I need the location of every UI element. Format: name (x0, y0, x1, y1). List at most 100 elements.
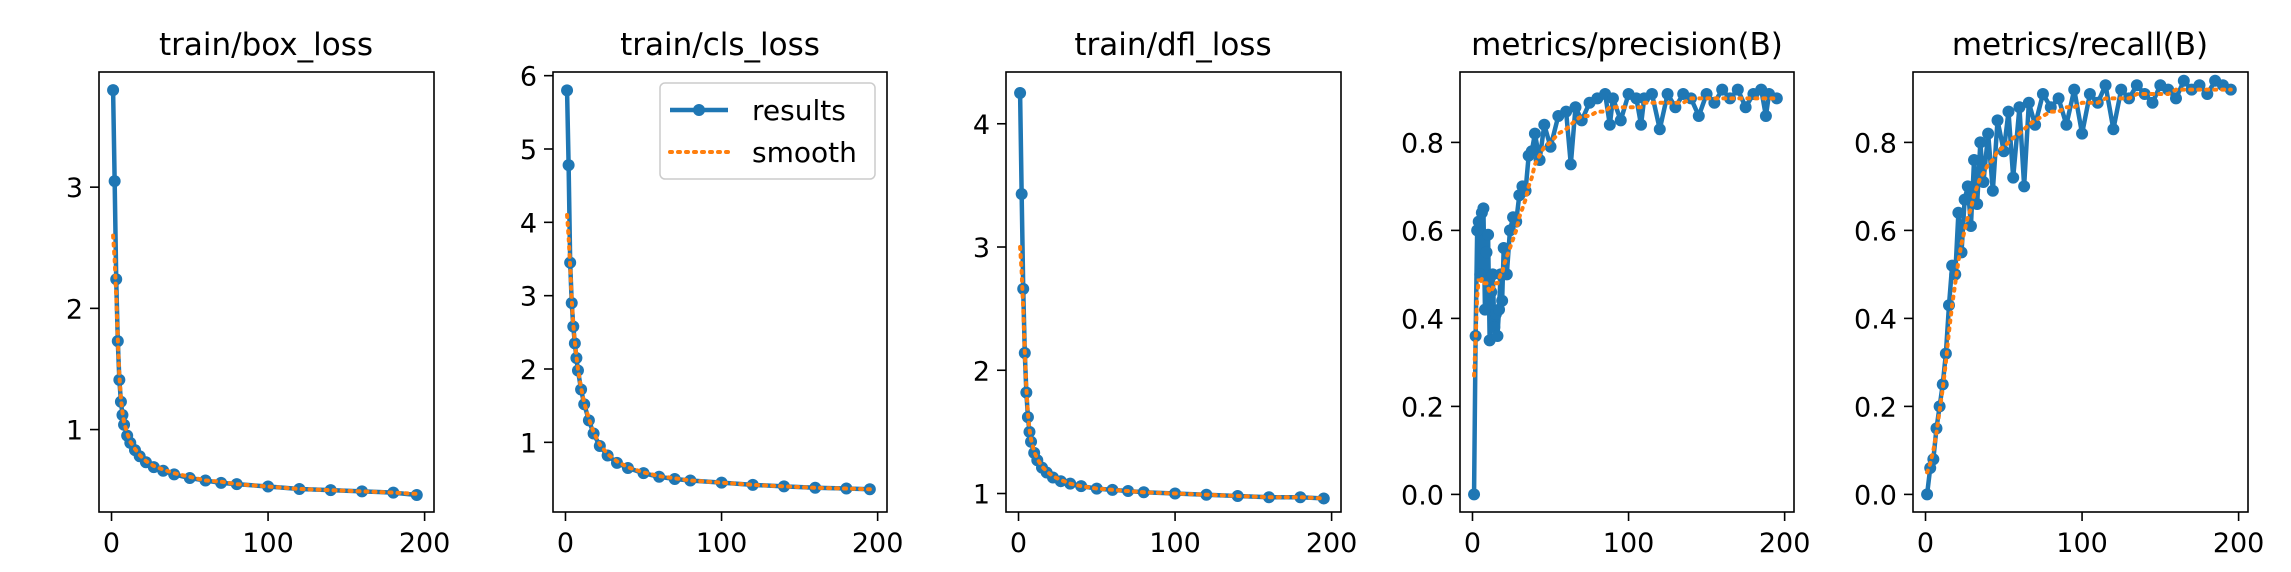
x-tick-label: 100 (1603, 528, 1655, 559)
data-point-results (2013, 101, 2026, 114)
panel-title: train/box_loss (159, 27, 373, 63)
y-tick-label: 0.6 (1401, 216, 1444, 247)
y-tick-label: 1 (66, 416, 83, 447)
panel-recall: metrics/recall(B) 0 100 200 0.0 0.2 0.4 0.6 0.8 (1854, 27, 2264, 559)
panel-dfl-loss: train/dfl_loss 0 100 200 1 2 3 4 (973, 27, 1358, 559)
plot-area-recall: 0 100 200 0.0 0.2 0.4 0.6 0.8 (1854, 71, 2265, 559)
y-tick-label: 2 (520, 355, 537, 386)
data-point-results (1606, 92, 1619, 105)
axes-frame (1912, 71, 2249, 513)
axes-frame (1459, 71, 1795, 513)
y-tick-label: 0.2 (1854, 392, 1897, 423)
x-tick-label: 100 (2056, 528, 2108, 559)
y-tick-label: 3 (973, 233, 990, 264)
panel-cls-loss: train/cls_loss 0 100 200 1 2 3 4 5 6 (520, 27, 904, 559)
legend-results-marker (693, 104, 705, 116)
y-tick-label: 2 (973, 356, 990, 387)
data-point-results (1982, 127, 1995, 140)
y-tick-label: 4 (973, 110, 990, 141)
data-point-results (1653, 123, 1666, 136)
data-point-results (2022, 96, 2035, 109)
data-point-results (1491, 330, 1504, 342)
data-point-results (2083, 88, 2096, 100)
y-tick-label: 0.4 (1854, 304, 1897, 335)
data-point-results (1603, 118, 1616, 131)
data-point-results (2007, 171, 2020, 184)
x-tick-label: 0 (103, 528, 120, 559)
data-point-results (1952, 206, 1965, 219)
data-point-results (355, 485, 368, 498)
data-point-results (107, 84, 120, 97)
data-point-results (1692, 110, 1705, 122)
y-tick-label: 0.8 (1401, 128, 1444, 159)
y-tick-label: 1 (973, 480, 990, 511)
data-point-results (562, 159, 575, 172)
series-line-smooth (1472, 96, 1779, 378)
x-tick-label: 100 (696, 528, 748, 559)
data-point-results (1635, 118, 1648, 131)
data-point-results (2099, 79, 2112, 92)
x-tick-label: 0 (1464, 528, 1481, 559)
y-tick-label: 5 (520, 135, 537, 166)
data-point-results (1569, 101, 1582, 114)
data-point-results (1503, 224, 1516, 237)
data-point-results (1538, 118, 1551, 131)
data-point-results (324, 484, 337, 497)
x-tick-label: 200 (2213, 528, 2265, 559)
data-point-results (108, 175, 121, 188)
data-point-results (1468, 488, 1481, 501)
data-point-results (746, 478, 759, 491)
y-tick-label: 0.6 (1854, 216, 1897, 247)
y-tick-label: 0.0 (1854, 480, 1897, 511)
x-tick-label: 200 (399, 528, 451, 559)
data-point-results (1474, 268, 1487, 281)
axes-frame (1005, 71, 1342, 513)
panel-precision: metrics/precision(B) 0 100 200 0.0 0.2 0.4 0.6… (1401, 27, 1810, 559)
x-tick-label: 200 (852, 528, 904, 559)
y-tick-label: 6 (520, 62, 537, 93)
plot-area-precision: 0 100 200 0.0 0.2 0.4 0.6 0.8 (1401, 71, 1811, 559)
data-point-results (1645, 88, 1658, 100)
series-line-smooth (565, 213, 872, 492)
data-point-results (1482, 228, 1495, 241)
data-point-results (1317, 492, 1330, 505)
data-point-results (1991, 114, 2004, 127)
series-line-smooth (1018, 245, 1326, 501)
data-point-results (1661, 88, 1674, 100)
data-point-results (2107, 123, 2120, 136)
data-point-results (1528, 127, 1541, 140)
data-point-results (1739, 101, 1752, 114)
y-tick-label: 0.0 (1401, 480, 1444, 511)
y-tick-label: 3 (520, 282, 537, 313)
legend-results-label: results (752, 94, 846, 127)
data-point-results (2162, 83, 2175, 96)
data-point-results (2201, 88, 2214, 100)
series-line-smooth (1925, 87, 2233, 475)
x-tick-label: 200 (1759, 528, 1811, 559)
data-point-results (1961, 180, 1974, 193)
legend-frame (659, 82, 876, 180)
data-point-results (1974, 136, 1987, 149)
axes-frame (552, 71, 888, 513)
data-point-results (1971, 198, 1984, 210)
legend: results smooth (659, 82, 876, 180)
data-point-results (2169, 92, 2182, 105)
data-point-results (2060, 118, 2073, 131)
legend-smooth-label: smooth (752, 136, 857, 169)
data-point-results (2076, 127, 2089, 140)
data-point-results (715, 476, 728, 489)
data-point-results (1921, 488, 1934, 501)
data-point-results (2002, 105, 2015, 118)
panel-title: train/cls_loss (620, 27, 820, 63)
data-point-results (1525, 145, 1538, 158)
data-point-results (2052, 92, 2065, 105)
data-point-results (293, 482, 306, 495)
x-tick-label: 0 (557, 528, 574, 559)
y-tick-label: 0.2 (1401, 392, 1444, 423)
x-tick-label: 100 (242, 528, 294, 559)
data-point-results (1480, 246, 1493, 259)
plot-area-dfl-loss: 0 100 200 1 2 3 4 (973, 71, 1357, 559)
y-tick-label: 2 (66, 294, 83, 325)
data-point-results (1759, 110, 1772, 122)
